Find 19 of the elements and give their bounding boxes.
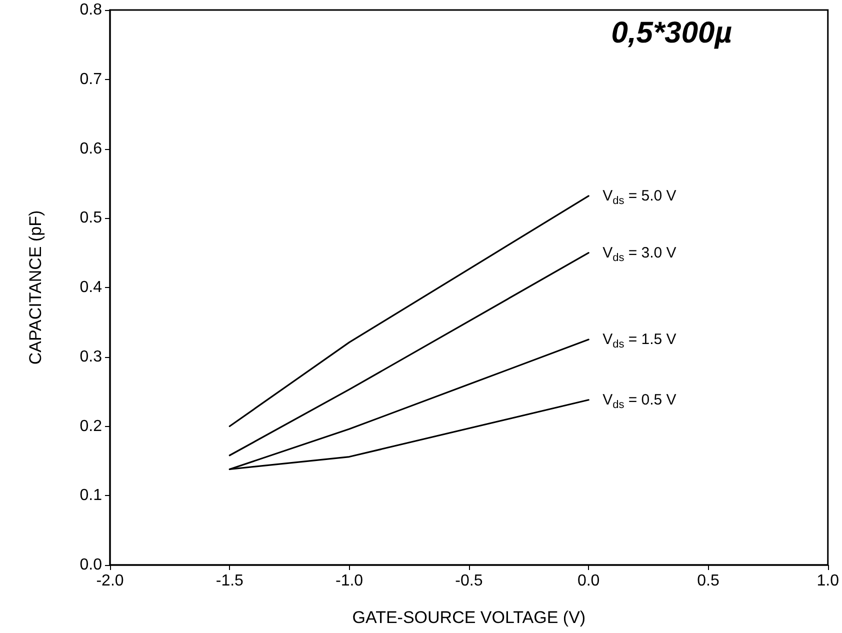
y-tick-label: 0.0 (80, 556, 102, 574)
y-axis-title: CAPACITANCE (pF) (26, 210, 45, 365)
y-tick-label: 0.6 (80, 140, 102, 158)
x-tick-label: 0.5 (697, 572, 720, 590)
x-tick-label: 1.0 (816, 572, 840, 590)
y-tick-label: 0.4 (80, 279, 102, 296)
y-tick-label: 0.8 (80, 2, 102, 18)
annotation: 0,5*300µ (611, 16, 732, 50)
y-tick-label: 0.7 (80, 70, 102, 88)
x-tick-label: -0.5 (455, 572, 483, 590)
y-tick-label: 0.2 (80, 418, 102, 435)
y-tick-label: 0.3 (80, 348, 102, 366)
x-tick-label: -2.0 (96, 572, 124, 590)
x-tick-label: -1.5 (216, 572, 244, 590)
x-tick-label: -1.0 (336, 572, 364, 590)
y-tick-label: 0.1 (80, 487, 102, 504)
x-axis-title: GATE-SOURCE VOLTAGE (V) (352, 608, 586, 627)
x-tick-label: 0.0 (577, 572, 600, 590)
y-tick-label: 0.5 (80, 210, 102, 227)
